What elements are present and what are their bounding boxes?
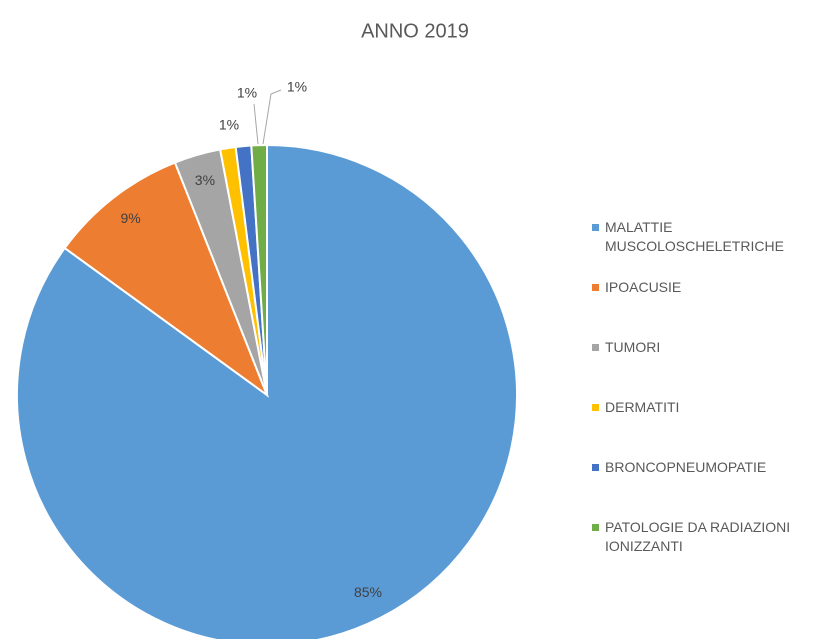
legend-label: MALATTIE MUSCOLOSCHELETRICHE [605,219,784,254]
legend-item: TUMORI [592,338,820,398]
legend-label: TUMORI [605,339,661,355]
legend-item: BRONCOPNEUMOPATIE [592,458,820,518]
legend-label: PATOLOGIE DA RADIAZIONI IONIZZANTI [605,519,791,554]
legend-item: DERMATITI [592,398,820,458]
leader-line [253,103,259,145]
legend-label: DERMATITI [605,399,680,415]
chart-title: ANNO 2019 [361,20,469,42]
legend-swatch [592,344,599,351]
data-label: 1% [219,117,239,133]
data-label: 3% [195,172,215,188]
legend-item: MALATTIE MUSCOLOSCHELETRICHE [592,218,820,278]
legend-label: BRONCOPNEUMOPATIE [605,459,767,475]
legend-item: PATOLOGIE DA RADIAZIONI IONIZZANTI [592,518,820,578]
legend-item: IPOACUSIE [592,278,820,338]
legend: MALATTIE MUSCOLOSCHELETRICHE IPOACUSIE TUM… [592,218,820,578]
data-label: 9% [121,210,141,226]
data-label: 1% [287,79,307,95]
legend-label: IPOACUSIE [605,279,682,295]
legend-swatch [592,524,599,531]
legend-swatch [592,284,599,291]
pie-slice [63,161,270,398]
legend-swatch [592,464,599,471]
data-label: 85% [354,584,382,600]
data-label: 1% [237,85,257,101]
legend-swatch [592,404,599,411]
pie-slice [250,143,268,396]
legend-swatch [592,224,599,231]
leader-line [262,89,282,145]
